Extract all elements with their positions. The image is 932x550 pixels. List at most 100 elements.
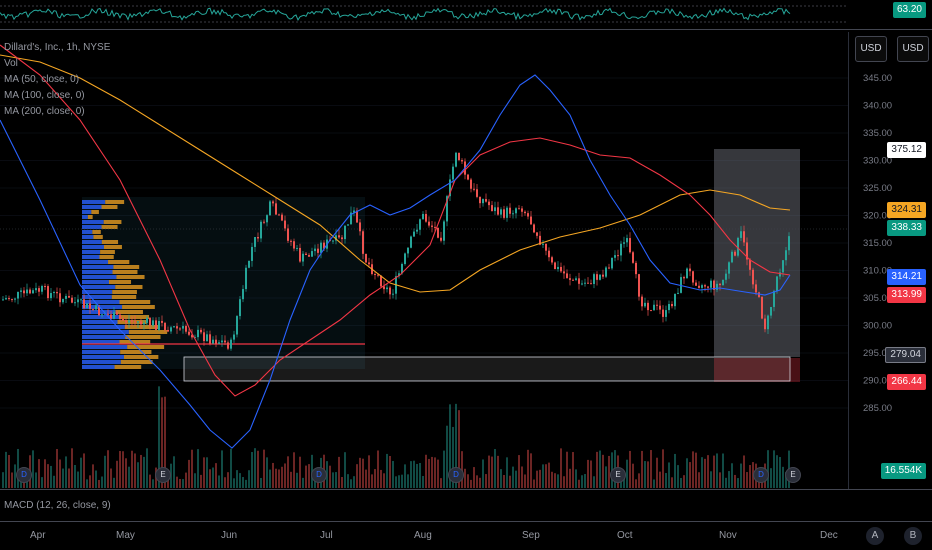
candle (356, 210, 358, 223)
volume-bar (218, 475, 220, 488)
candle (551, 257, 553, 263)
volume-profile-bar-up (82, 260, 109, 264)
candle (245, 267, 247, 290)
volume-bar (191, 449, 193, 488)
volume-bar (107, 450, 109, 488)
volume-profile-bar-down (93, 235, 103, 239)
candle (575, 278, 577, 280)
candle (119, 314, 121, 319)
volume-bar (68, 468, 70, 488)
volume-bar (140, 454, 142, 488)
volume-bar (413, 460, 415, 488)
volume-bar (749, 465, 751, 488)
candle (548, 250, 550, 258)
volume-bar (212, 467, 214, 488)
volume-profile-bar-up (82, 205, 102, 209)
candle (197, 329, 199, 338)
earnings-marker[interactable]: E (155, 467, 171, 483)
volume-profile-bar-down (108, 260, 130, 264)
price-axis-tick: 300.00 (863, 321, 892, 332)
volume-profile-bar-down (105, 200, 125, 204)
auto-scale-button[interactable]: A (866, 527, 884, 545)
candle (296, 247, 298, 249)
candle (449, 179, 451, 197)
volume-profile-bar-down (87, 215, 93, 219)
price-axis-tick: 335.00 (863, 128, 892, 139)
candle (161, 320, 163, 323)
volume-bar (89, 475, 91, 488)
candle (272, 201, 274, 204)
time-axis-label: Jun (221, 530, 238, 541)
volume-bar (443, 450, 445, 488)
candle (404, 253, 406, 264)
candle (362, 231, 364, 254)
volume-bar (512, 466, 514, 488)
candle (314, 248, 316, 252)
dividend-marker[interactable]: D (311, 467, 327, 483)
candle (467, 174, 469, 180)
volume-bar (38, 459, 40, 488)
dividend-marker[interactable]: D (753, 467, 769, 483)
volume-bar (263, 449, 265, 488)
volume-bar (392, 460, 394, 488)
candle (290, 240, 292, 242)
volume-profile-bar-up (82, 335, 126, 339)
price-axis-tick: 310.00 (863, 266, 892, 277)
candle (29, 289, 31, 294)
candle (728, 262, 730, 274)
currency-button-left[interactable]: USD (855, 36, 887, 62)
volume-bar (284, 463, 286, 488)
candle (35, 288, 37, 291)
currency-button-right[interactable]: USD (897, 36, 929, 62)
volume-profile-bar-down (119, 340, 151, 344)
candle (476, 189, 478, 197)
volume-bar (689, 462, 691, 488)
volume-bar (641, 450, 643, 488)
volume-bar (188, 459, 190, 488)
price-chart[interactable]: 345.00 340.00 335.00 330.00 325.00 320.00 315.… (0, 32, 932, 490)
candle (659, 305, 661, 310)
earnings-marker[interactable]: E (785, 467, 801, 483)
volume-profile-bar-down (101, 225, 118, 229)
volume-bar (134, 453, 136, 488)
volume-bar (197, 449, 199, 488)
volume-bar (326, 461, 328, 488)
candle (101, 314, 103, 316)
volume-bar (506, 457, 508, 488)
dividend-marker[interactable]: D (448, 467, 464, 483)
candle (74, 302, 76, 304)
volume-bar (380, 469, 382, 488)
volume-bar (776, 455, 778, 488)
volume-bar (2, 472, 4, 488)
volume-bar (302, 477, 304, 488)
volume-bar (632, 463, 634, 488)
volume-bar (173, 456, 175, 488)
candle (671, 304, 673, 307)
volume-legend: Vol (4, 58, 18, 69)
candle (509, 207, 511, 214)
volume-bar (281, 466, 283, 488)
volume-profile-bar-down (111, 295, 137, 299)
volume-bar (389, 455, 391, 488)
volume-profile-bar-down (118, 315, 150, 319)
volume-bar (665, 473, 667, 488)
volume-bar (248, 470, 250, 488)
macd-pane[interactable] (0, 492, 932, 522)
candle (248, 260, 250, 268)
volume-bar (494, 449, 496, 488)
rsi-pane[interactable] (0, 0, 932, 30)
volume-profile-bar-up (82, 300, 120, 304)
volume-bar (272, 462, 274, 488)
volume-bar (518, 455, 520, 488)
candle (65, 295, 67, 299)
volume-bar (524, 474, 526, 488)
dividend-marker[interactable]: D (16, 467, 32, 483)
volume-bar (572, 452, 574, 488)
earnings-marker[interactable]: E (610, 467, 626, 483)
volume-bar (695, 452, 697, 488)
time-axis[interactable]: Apr May Jun Jul Aug Sep Oct Nov Dec (0, 524, 932, 550)
volume-bar (404, 464, 406, 488)
candle (107, 313, 109, 315)
candle (281, 214, 283, 221)
log-scale-button[interactable]: B (904, 527, 922, 545)
